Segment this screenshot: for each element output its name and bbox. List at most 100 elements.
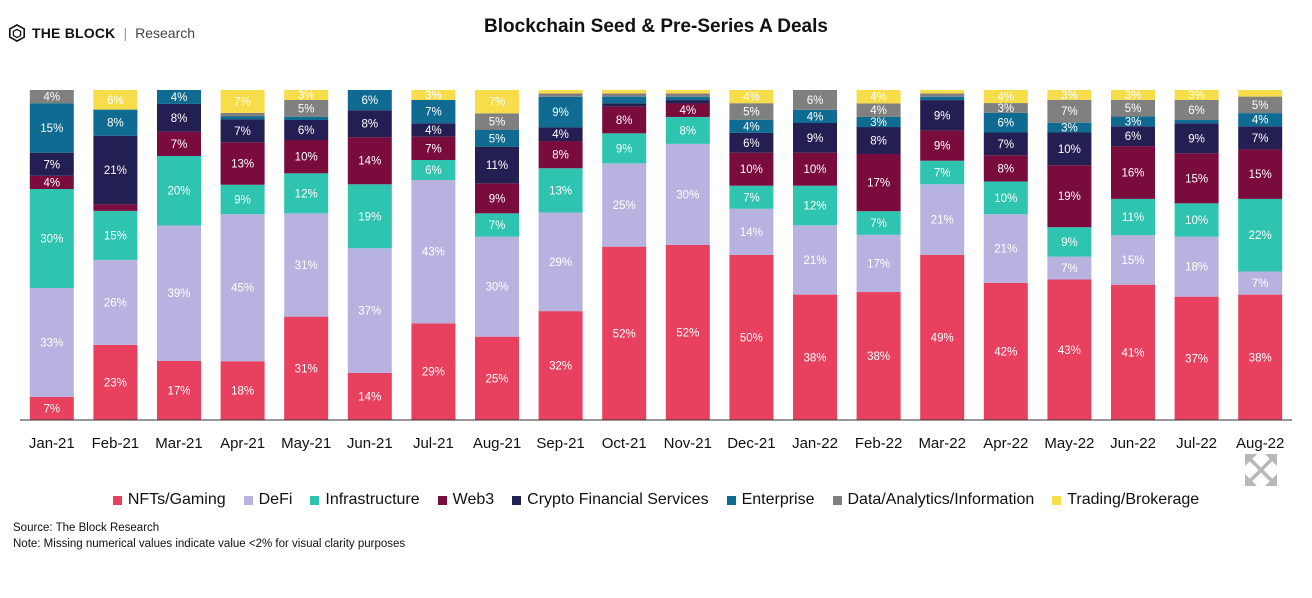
brand-sub: Research bbox=[135, 25, 196, 41]
legend-swatch bbox=[112, 495, 122, 505]
bar-segment bbox=[1047, 279, 1092, 420]
data-label: 4% bbox=[743, 121, 760, 133]
data-label: 8% bbox=[361, 119, 378, 131]
data-label: 39% bbox=[167, 288, 190, 300]
brand-name: THE BLOCK bbox=[32, 25, 116, 41]
data-label: 22% bbox=[1249, 230, 1272, 242]
bar-segment bbox=[347, 184, 392, 249]
data-label: 30% bbox=[676, 189, 699, 201]
data-label: 9% bbox=[616, 143, 633, 155]
bar-segment bbox=[475, 130, 519, 147]
bar-segment bbox=[665, 93, 710, 97]
data-label: 7% bbox=[489, 97, 506, 109]
legend-swatch bbox=[437, 495, 447, 505]
bar-segment bbox=[538, 141, 583, 169]
data-label: 3% bbox=[1188, 90, 1205, 102]
data-label: 52% bbox=[676, 327, 699, 339]
bar-segment bbox=[602, 93, 647, 97]
data-label: 9% bbox=[552, 107, 569, 119]
data-label: 4% bbox=[807, 111, 824, 123]
data-label: 4% bbox=[870, 92, 887, 104]
data-label: 8% bbox=[997, 163, 1014, 175]
data-label: 15% bbox=[1121, 255, 1144, 267]
bar-segment bbox=[729, 152, 774, 186]
data-label: 30% bbox=[40, 234, 63, 246]
bar-segment bbox=[538, 96, 583, 128]
bar-segment bbox=[475, 336, 519, 420]
hexagon-cube-icon bbox=[8, 24, 26, 42]
x-tick-label: Mar-21 bbox=[155, 435, 203, 452]
data-label: 6% bbox=[997, 118, 1014, 130]
data-label: 4% bbox=[43, 177, 60, 189]
bar-segment bbox=[29, 152, 74, 176]
bar-segment bbox=[93, 109, 138, 136]
x-tick-label: Feb-21 bbox=[92, 435, 140, 452]
bar-segment bbox=[793, 90, 837, 110]
bar-segment bbox=[157, 131, 201, 156]
data-label: 18% bbox=[1185, 262, 1208, 274]
bar-segment bbox=[347, 110, 392, 138]
data-label: 15% bbox=[40, 123, 63, 135]
bar-segment bbox=[1174, 123, 1219, 154]
bar-segment bbox=[284, 116, 329, 120]
bar-segment bbox=[347, 248, 392, 373]
bar-segment bbox=[1238, 113, 1283, 127]
bar-segment bbox=[157, 156, 201, 226]
legend-item: NFTs/Gaming bbox=[112, 491, 226, 509]
data-label: 17% bbox=[167, 385, 190, 397]
bar-segment bbox=[1111, 116, 1155, 127]
bar-segment bbox=[1174, 120, 1219, 124]
bar-segment bbox=[411, 90, 456, 100]
bar-segment bbox=[983, 90, 1028, 104]
data-label: 10% bbox=[1058, 144, 1081, 156]
bar-segment bbox=[1174, 90, 1219, 100]
data-label: 6% bbox=[107, 95, 124, 107]
data-label: 45% bbox=[231, 283, 254, 295]
data-label: 11% bbox=[1122, 212, 1144, 224]
data-label: 4% bbox=[43, 92, 60, 104]
chart-legend: NFTs/Gaming DeFi Infrastructure Web3 Crypto … bbox=[0, 491, 1312, 509]
bar-segment bbox=[920, 93, 965, 97]
bar-segment bbox=[475, 213, 519, 237]
bar-segment bbox=[856, 153, 901, 212]
bar-segment bbox=[157, 103, 201, 132]
legend-swatch bbox=[310, 495, 320, 505]
data-label: 31% bbox=[295, 363, 318, 375]
data-label: 10% bbox=[994, 193, 1017, 205]
expand-arrows-icon[interactable] bbox=[1243, 452, 1279, 488]
bar-segment bbox=[1047, 256, 1092, 280]
x-tick-label: May-22 bbox=[1044, 435, 1094, 452]
x-tick-label: Aug-21 bbox=[473, 435, 521, 452]
bar-segment bbox=[602, 163, 647, 247]
data-label: 52% bbox=[613, 328, 636, 340]
bar-segment bbox=[93, 90, 138, 110]
x-tick-label: Jun-21 bbox=[347, 435, 393, 452]
data-label: 3% bbox=[298, 90, 315, 102]
bar-segment bbox=[538, 90, 583, 94]
data-label: 7% bbox=[1061, 263, 1078, 275]
x-tick-label: Nov-21 bbox=[664, 435, 712, 452]
bar-segment bbox=[1047, 165, 1092, 228]
legend-label: Crypto Financial Services bbox=[527, 491, 709, 508]
bar-segment bbox=[665, 103, 710, 117]
data-label: 5% bbox=[1252, 100, 1269, 112]
bar-segment bbox=[729, 255, 774, 420]
data-label: 3% bbox=[997, 103, 1014, 115]
data-label: 29% bbox=[549, 257, 572, 269]
bar-segment bbox=[29, 288, 74, 397]
data-label: 5% bbox=[489, 117, 506, 129]
bar-segment bbox=[411, 323, 456, 420]
bar-segment bbox=[475, 236, 519, 337]
x-tick-label: Mar-22 bbox=[918, 435, 966, 452]
data-label: 4% bbox=[997, 92, 1014, 104]
data-label: 4% bbox=[171, 92, 188, 104]
data-label: 42% bbox=[994, 346, 1017, 358]
legend-label: Data/Analytics/Information bbox=[847, 491, 1035, 508]
bar-segment bbox=[1238, 198, 1283, 272]
data-label: 7% bbox=[997, 139, 1014, 151]
bar-segment bbox=[1047, 132, 1092, 166]
data-label: 38% bbox=[1249, 352, 1272, 364]
data-label: 8% bbox=[616, 115, 633, 127]
data-label: 10% bbox=[740, 164, 763, 176]
data-label: 10% bbox=[1185, 215, 1208, 227]
